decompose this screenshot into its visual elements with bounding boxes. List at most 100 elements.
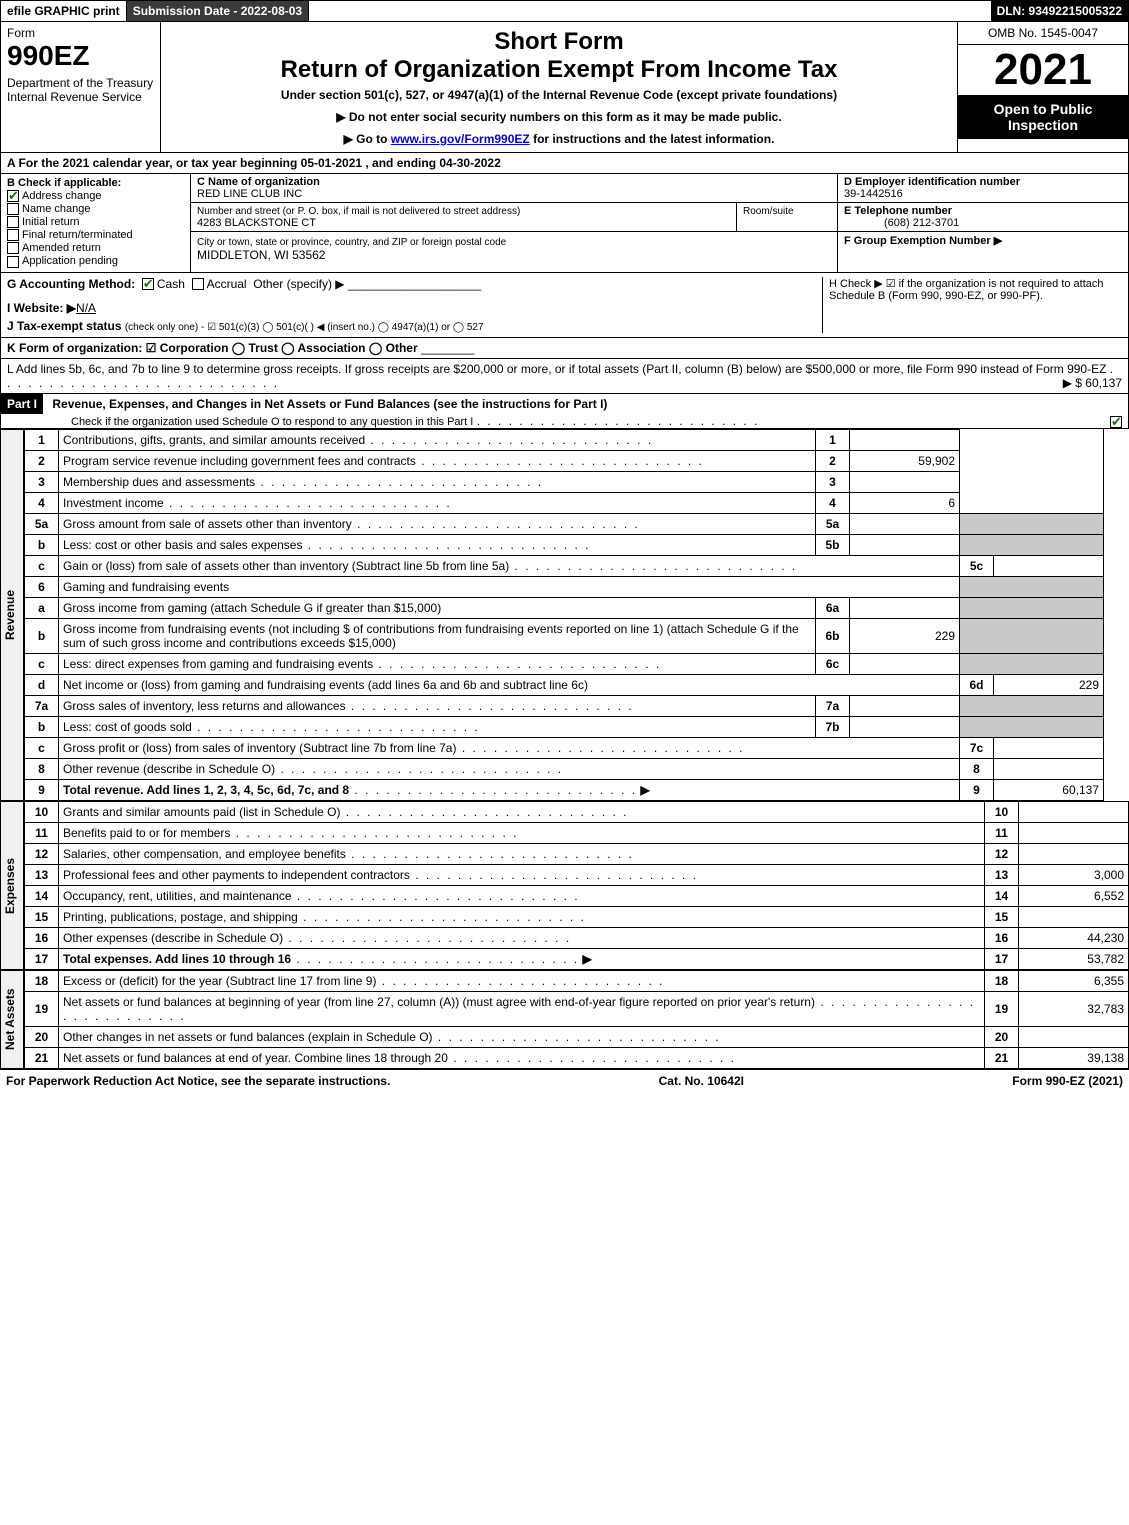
page-footer: For Paperwork Reduction Act Notice, see …	[0, 1069, 1129, 1092]
form-label: Form	[7, 26, 154, 40]
line-7c: cGross profit or (loss) from sales of in…	[25, 737, 1104, 758]
line-5c: cGain or (loss) from sale of assets othe…	[25, 555, 1104, 576]
checkbox-icon	[7, 229, 19, 241]
tax-year: 2021	[958, 45, 1128, 95]
checkbox-icon	[7, 203, 19, 215]
top-bar: efile GRAPHIC print Submission Date - 20…	[0, 0, 1129, 22]
g-cash: Cash	[157, 277, 185, 291]
line-6d: dNet income or (loss) from gaming and fu…	[25, 674, 1104, 695]
netassets-vlabel: Net Assets	[0, 970, 24, 1069]
g-other: Other (specify) ▶	[253, 277, 344, 291]
irs-link[interactable]: www.irs.gov/Form990EZ	[391, 132, 530, 146]
part1-bar: Part I	[1, 394, 43, 414]
revenue-vlabel: Revenue	[0, 429, 24, 801]
chk-amended[interactable]: Amended return	[7, 242, 184, 254]
b-label: B Check if applicable:	[7, 177, 121, 189]
expenses-table: 10Grants and similar amounts paid (list …	[24, 801, 1129, 970]
expenses-vlabel: Expenses	[0, 801, 24, 970]
revenue-section: Revenue 1Contributions, gifts, grants, a…	[0, 429, 1104, 801]
line-17: 17Total expenses. Add lines 10 through 1…	[25, 948, 1129, 969]
netassets-table: 18Excess or (deficit) for the year (Subt…	[24, 970, 1129, 1069]
section-a: A For the 2021 calendar year, or tax yea…	[0, 153, 1129, 174]
checkbox-icon	[7, 242, 19, 254]
part1-title: Revenue, Expenses, and Changes in Net As…	[46, 394, 613, 414]
expenses-section: Expenses 10Grants and similar amounts pa…	[0, 801, 1129, 970]
chk-address[interactable]: Address change	[7, 190, 184, 202]
line-7b: bLess: cost of goods sold7b	[25, 716, 1104, 737]
revenue-table: 1Contributions, gifts, grants, and simil…	[24, 429, 1104, 801]
ein-label: D Employer identification number	[844, 176, 1020, 188]
chk-initial[interactable]: Initial return	[7, 216, 184, 228]
telephone: (608) 212-3701	[844, 217, 959, 229]
website: N/A	[76, 301, 96, 315]
under-section: Under section 501(c), 527, or 4947(a)(1)…	[167, 88, 951, 102]
bcd-block: B Check if applicable: Address change Na…	[0, 174, 1129, 273]
line-16: 16Other expenses (describe in Schedule O…	[25, 927, 1129, 948]
part1-sub: Check if the organization used Schedule …	[1, 416, 473, 428]
line-18: 18Excess or (deficit) for the year (Subt…	[25, 970, 1129, 991]
city: MIDDLETON, WI 53562	[197, 248, 325, 262]
g-section: G Accounting Method: Cash Accrual Other …	[7, 277, 822, 333]
ssn-note: ▶ Do not enter social security numbers o…	[167, 110, 951, 124]
line-15: 15Printing, publications, postage, and s…	[25, 906, 1129, 927]
chk-name[interactable]: Name change	[7, 203, 184, 215]
form-header: Form 990EZ Department of the Treasury In…	[0, 22, 1129, 153]
i-label: I Website: ▶	[7, 301, 76, 315]
g-accrual: Accrual	[207, 277, 247, 291]
dots	[477, 414, 760, 428]
col-c: C Name of organization RED LINE CLUB INC…	[191, 174, 838, 272]
dln: DLN: 93492215005322	[991, 1, 1128, 21]
header-left: Form 990EZ Department of the Treasury In…	[1, 22, 161, 152]
checkbox-icon	[192, 278, 204, 290]
open-inspection: Open to Public Inspection	[958, 95, 1128, 139]
checkbox-icon	[7, 190, 19, 202]
j-options: (check only one) - ☑ 501(c)(3) ◯ 501(c)(…	[125, 322, 484, 333]
header-center: Short Form Return of Organization Exempt…	[161, 22, 958, 152]
goto-note: ▶ Go to www.irs.gov/Form990EZ for instru…	[167, 132, 951, 146]
line-10: 10Grants and similar amounts paid (list …	[25, 801, 1129, 822]
chk-pending[interactable]: Application pending	[7, 255, 184, 267]
line-g-h: G Accounting Method: Cash Accrual Other …	[0, 273, 1129, 338]
line-2: 2Program service revenue including gover…	[25, 450, 1104, 471]
line-13: 13Professional fees and other payments t…	[25, 864, 1129, 885]
org-name-row: C Name of organization RED LINE CLUB INC	[191, 174, 837, 203]
line-7a: 7aGross sales of inventory, less returns…	[25, 695, 1104, 716]
footer-cat: Cat. No. 10642I	[659, 1074, 744, 1088]
l-text: L Add lines 5b, 6c, and 7b to line 9 to …	[7, 362, 1106, 376]
footer-right: Form 990-EZ (2021)	[1012, 1074, 1123, 1088]
c-name-label: C Name of organization	[197, 176, 320, 188]
efile-label: efile GRAPHIC print	[1, 1, 127, 21]
ein: 39-1442516	[844, 188, 903, 200]
checkbox-icon	[142, 278, 154, 290]
line-l: L Add lines 5b, 6c, and 7b to line 9 to …	[0, 359, 1129, 394]
line-5a: 5aGross amount from sale of assets other…	[25, 513, 1104, 534]
col-d: D Employer identification number39-14425…	[838, 174, 1128, 272]
section-a-text: A For the 2021 calendar year, or tax yea…	[7, 156, 501, 170]
line-19: 19Net assets or fund balances at beginni…	[25, 991, 1129, 1026]
department: Department of the Treasury Internal Reve…	[7, 76, 154, 104]
k-text: K Form of organization: ☑ Corporation ◯ …	[7, 341, 418, 355]
line-5b: bLess: cost or other basis and sales exp…	[25, 534, 1104, 555]
line-3: 3Membership dues and assessments3	[25, 471, 1104, 492]
g-label: G Accounting Method:	[7, 277, 135, 291]
form-number: 990EZ	[7, 40, 154, 72]
line-6c: cLess: direct expenses from gaming and f…	[25, 653, 1104, 674]
line-4: 4Investment income46	[25, 492, 1104, 513]
city-label: City or town, state or province, country…	[197, 237, 506, 248]
street: 4283 BLACKSTONE CT	[197, 217, 316, 229]
city-row: City or town, state or province, country…	[191, 232, 837, 264]
part1-header: Part I Revenue, Expenses, and Changes in…	[0, 394, 1129, 429]
street-label: Number and street (or P. O. box, if mail…	[197, 206, 520, 217]
street-row: Number and street (or P. O. box, if mail…	[191, 203, 837, 232]
line-1: 1Contributions, gifts, grants, and simil…	[25, 429, 1104, 450]
checkbox-icon	[1110, 416, 1122, 428]
group-label: F Group Exemption Number ▶	[844, 235, 1002, 247]
line-11: 11Benefits paid to or for members11	[25, 822, 1129, 843]
line-20: 20Other changes in net assets or fund ba…	[25, 1026, 1129, 1047]
line-k: K Form of organization: ☑ Corporation ◯ …	[0, 338, 1129, 359]
omb-number: OMB No. 1545-0047	[958, 22, 1128, 45]
chk-terminated[interactable]: Final return/terminated	[7, 229, 184, 241]
goto-pre: ▶ Go to	[344, 132, 391, 146]
goto-post: for instructions and the latest informat…	[530, 132, 775, 146]
line-9: 9Total revenue. Add lines 1, 2, 3, 4, 5c…	[25, 779, 1104, 800]
